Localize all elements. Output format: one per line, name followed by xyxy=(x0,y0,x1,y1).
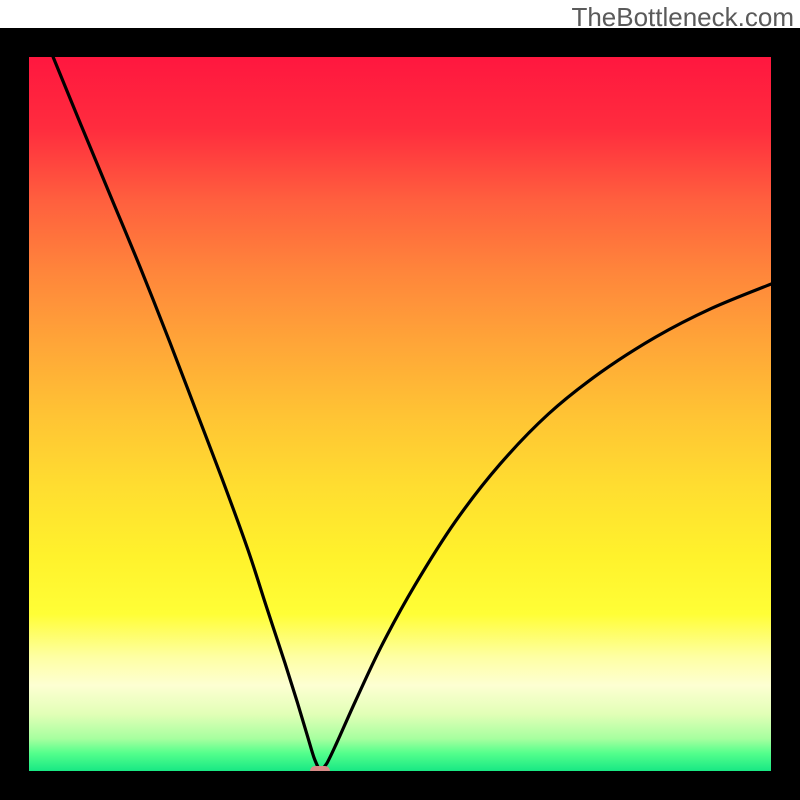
min-marker xyxy=(310,766,330,771)
plot-area xyxy=(29,57,771,771)
curve-layer xyxy=(29,57,771,771)
watermark-text: TheBottleneck.com xyxy=(571,2,794,33)
curve-left-branch xyxy=(53,57,320,771)
chart-container: TheBottleneck.com xyxy=(0,0,800,800)
curve-right-branch xyxy=(320,284,771,771)
